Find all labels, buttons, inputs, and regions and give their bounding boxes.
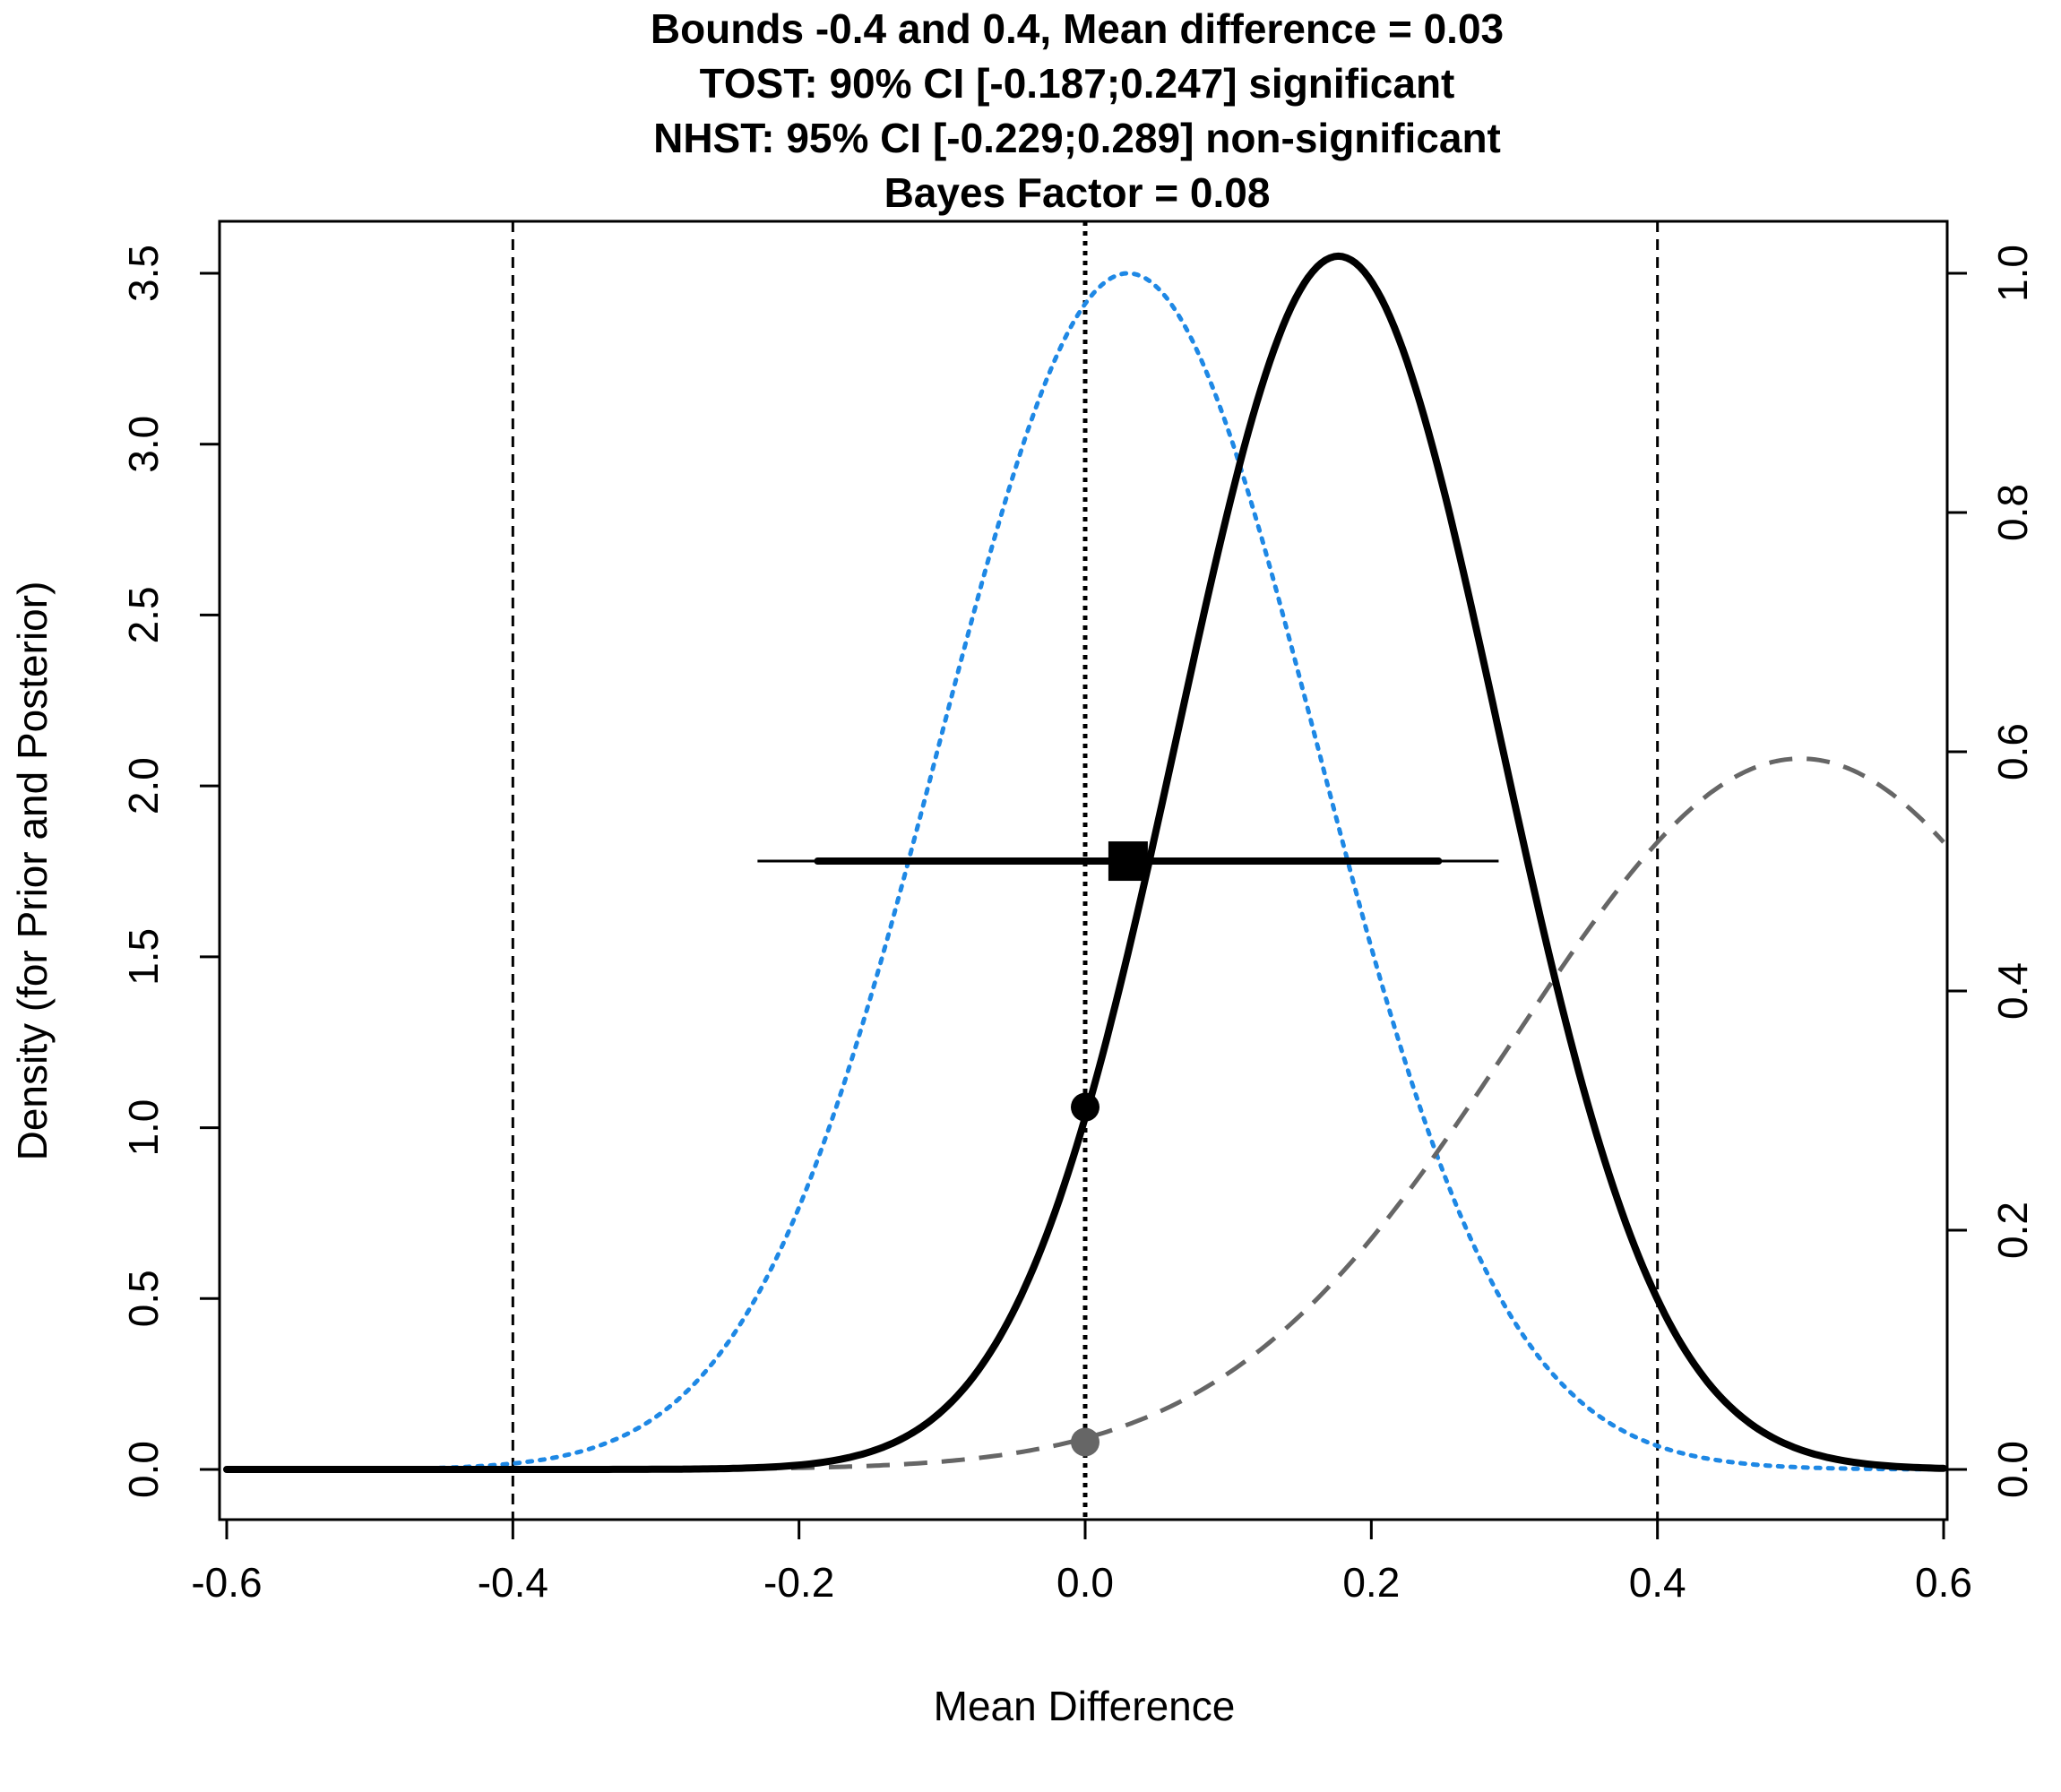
x-tick-label: -0.6 xyxy=(191,1559,262,1606)
y-left-tick-label: 1.0 xyxy=(120,1099,167,1157)
y-axis-right: 0.0 0.2 0.4 0.6 0.8 1.0 xyxy=(1945,245,2036,1498)
x-tick-label: -0.4 xyxy=(478,1559,548,1606)
x-axis-title: Mean Difference xyxy=(934,1683,1236,1729)
confidence-intervals xyxy=(757,841,1499,882)
y-right-tick-label: 1.0 xyxy=(1989,245,2036,302)
x-tick-label: 0.2 xyxy=(1342,1559,1400,1606)
y-right-tick-label: 0.0 xyxy=(1989,1441,2036,1498)
y-right-tick-label: 0.8 xyxy=(1989,484,2036,541)
x-tick-label: -0.2 xyxy=(763,1559,834,1606)
title-line-4: Bayes Factor = 0.08 xyxy=(884,169,1271,216)
posterior-at-zero-point xyxy=(1071,1092,1099,1122)
x-axis: -0.6 -0.4 -0.2 0.0 0.2 0.4 0.6 xyxy=(191,1518,1972,1606)
y-left-tick-label: 3.0 xyxy=(120,416,167,473)
y-left-tick-label: 1.5 xyxy=(120,928,167,986)
density-points xyxy=(1071,1092,1099,1457)
x-tick-label: 0.4 xyxy=(1629,1559,1686,1606)
dotted-density-curve xyxy=(224,271,1946,1472)
prior-at-zero-point xyxy=(1071,1427,1099,1457)
chart-title: Bounds -0.4 and 0.4, Mean difference = 0… xyxy=(651,5,1504,216)
title-line-1: Bounds -0.4 and 0.4, Mean difference = 0… xyxy=(651,5,1504,52)
x-tick-label: 0.0 xyxy=(1056,1559,1114,1606)
y-axis-title: Density (for Prior and Posterior) xyxy=(9,582,56,1161)
title-line-3: NHST: 95% CI [-0.229;0.289] non-signific… xyxy=(653,115,1501,161)
y-right-tick-label: 0.2 xyxy=(1989,1202,2036,1259)
y-axis-left: 0.0 0.5 1.0 1.5 2.0 2.5 3.0 3.5 xyxy=(120,245,221,1498)
y-left-tick-label: 0.0 xyxy=(120,1441,167,1498)
y-left-tick-label: 0.5 xyxy=(120,1270,167,1327)
x-tick-label: 0.6 xyxy=(1915,1559,1972,1606)
y-left-tick-label: 2.0 xyxy=(120,757,167,814)
y-right-tick-label: 0.6 xyxy=(1989,723,2036,780)
y-left-tick-label: 3.5 xyxy=(120,245,167,302)
mean-difference-marker xyxy=(1108,841,1148,882)
equivalence-bounds xyxy=(511,221,1660,1520)
plot-frame xyxy=(218,220,1949,1521)
title-line-2: TOST: 90% CI [-0.187;0.247] significant xyxy=(700,60,1455,107)
y-right-tick-label: 0.4 xyxy=(1989,962,2036,1020)
y-left-tick-label: 2.5 xyxy=(120,586,167,643)
